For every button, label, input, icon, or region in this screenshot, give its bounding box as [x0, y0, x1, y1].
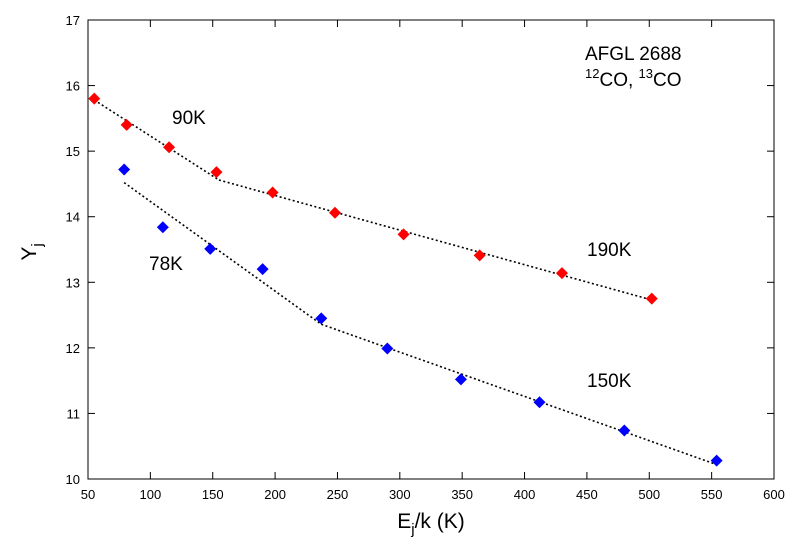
- fit-line-150k: [320, 323, 717, 466]
- data-point-13co: [454, 373, 467, 386]
- data-point-12co: [473, 249, 486, 262]
- data-point-13co: [156, 221, 169, 234]
- species-sup-13: 13: [639, 66, 653, 81]
- x-tick-label: 200: [264, 487, 286, 502]
- x-axis-title-rest: /k (K): [415, 510, 465, 533]
- data-point-12co: [266, 186, 279, 199]
- data-point-12co: [88, 92, 101, 105]
- data-point-13co: [710, 454, 723, 467]
- data-point-12co: [120, 118, 133, 131]
- x-tick-label: 150: [202, 487, 224, 502]
- temp-label-190k: 190K: [587, 240, 632, 261]
- x-tick-label: 550: [701, 487, 723, 502]
- x-axis-title: Ej/k (K): [397, 510, 465, 538]
- data-point-13co: [381, 342, 394, 355]
- x-tick-label: 50: [81, 487, 95, 502]
- y-axis-title-sub: j: [29, 243, 46, 247]
- x-tick-label: 350: [451, 487, 473, 502]
- y-tick-label: 14: [66, 210, 80, 225]
- temp-label-150k: 150K: [587, 371, 632, 392]
- fit-lines: [93, 99, 717, 466]
- species-mol-2: CO: [653, 70, 682, 91]
- x-tick-label: 500: [638, 487, 660, 502]
- y-tick-label: 15: [66, 144, 80, 159]
- object-name-label: AFGL 2688: [585, 44, 681, 65]
- data-point-13co: [118, 163, 131, 176]
- data-point-12co: [555, 267, 568, 280]
- x-axis-title-main: E: [397, 510, 411, 533]
- axis-ticks: 50 100 150 200 250 300 350 400 450 500 550 600 10 11 1…: [66, 13, 785, 502]
- x-tick-label: 300: [389, 487, 411, 502]
- data-point-12co: [163, 141, 176, 154]
- x-tick-label: 100: [140, 487, 162, 502]
- y-tick-label: 11: [67, 406, 81, 421]
- temp-label-78k: 78K: [149, 254, 183, 275]
- data-point-13co: [618, 424, 631, 437]
- data-point-12co: [210, 166, 223, 179]
- x-tick-label: 450: [576, 487, 598, 502]
- x-axis-title-sub: j: [410, 521, 414, 538]
- species-sup-12: 12: [585, 66, 599, 81]
- x-tick-label: 250: [327, 487, 349, 502]
- data-points: [88, 92, 723, 467]
- data-point-12co: [328, 206, 341, 219]
- y-axis-title-main: Y: [18, 247, 41, 261]
- y-tick-label: 12: [66, 341, 80, 356]
- data-point-12co: [397, 228, 410, 241]
- x-tick-label: 400: [514, 487, 536, 502]
- data-point-13co: [204, 242, 217, 255]
- data-point-12co: [645, 292, 658, 305]
- y-tick-label: 17: [66, 13, 80, 28]
- y-tick-label: 13: [66, 275, 80, 290]
- y-axis-title: Yj: [18, 243, 46, 260]
- x-tick-label: 600: [763, 487, 785, 502]
- species-mol-1: CO,: [599, 70, 638, 91]
- data-point-13co: [533, 396, 546, 409]
- species-label: 12CO, 13CO: [585, 66, 682, 91]
- y-tick-label: 16: [66, 79, 80, 94]
- fit-line-90k: [93, 99, 220, 181]
- y-tick-label: 10: [66, 472, 80, 487]
- fit-line-190k: [218, 179, 652, 301]
- data-point-13co: [256, 263, 269, 276]
- data-point-13co: [315, 312, 328, 325]
- temp-label-90k: 90K: [172, 108, 206, 129]
- plot-frame: [87, 19, 775, 480]
